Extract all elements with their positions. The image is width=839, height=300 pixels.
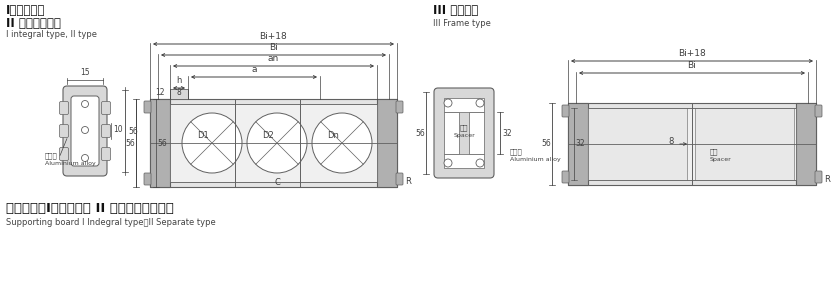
Circle shape — [81, 154, 88, 161]
Text: 拖链支撑板I型整体式、 II 型上下分开式开孔: 拖链支撑板I型整体式、 II 型上下分开式开孔 — [6, 202, 174, 215]
FancyBboxPatch shape — [144, 173, 151, 185]
FancyBboxPatch shape — [815, 105, 822, 117]
Circle shape — [247, 113, 307, 173]
Text: Dn: Dn — [327, 130, 339, 140]
Bar — [568, 103, 816, 185]
FancyBboxPatch shape — [60, 101, 69, 115]
Text: an: an — [268, 54, 279, 63]
Text: 56: 56 — [157, 139, 167, 148]
FancyBboxPatch shape — [60, 148, 69, 160]
Bar — [444, 98, 484, 112]
Text: 铝合金: 铝合金 — [45, 153, 58, 159]
Bar — [377, 99, 397, 187]
FancyBboxPatch shape — [63, 86, 107, 176]
Text: R: R — [824, 175, 830, 184]
Bar — [150, 99, 397, 187]
Circle shape — [444, 159, 452, 167]
Circle shape — [81, 127, 88, 134]
Text: I型整体式、: I型整体式、 — [6, 4, 45, 17]
Circle shape — [81, 100, 88, 107]
Text: 56: 56 — [128, 127, 138, 136]
Text: 12: 12 — [155, 88, 164, 97]
Text: D2: D2 — [262, 130, 274, 140]
Circle shape — [182, 113, 242, 173]
Text: 56: 56 — [541, 140, 551, 148]
FancyBboxPatch shape — [71, 96, 99, 166]
Text: 隔条: 隔条 — [460, 125, 468, 131]
Circle shape — [312, 113, 372, 173]
Text: Spacer: Spacer — [710, 158, 732, 163]
Text: 铝合金: 铝合金 — [510, 149, 523, 155]
Text: 32: 32 — [502, 128, 512, 137]
FancyBboxPatch shape — [396, 173, 403, 185]
Bar — [150, 99, 170, 187]
Bar — [695, 108, 794, 180]
Text: C: C — [274, 178, 280, 187]
Text: 56: 56 — [415, 128, 425, 137]
Text: 56: 56 — [125, 139, 135, 148]
Text: Bi+18: Bi+18 — [259, 32, 288, 41]
Text: Bi+18: Bi+18 — [678, 49, 706, 58]
Bar — [444, 154, 484, 168]
FancyBboxPatch shape — [102, 101, 111, 115]
Text: I integral type, II type: I integral type, II type — [6, 30, 97, 39]
Text: 10: 10 — [113, 125, 122, 134]
Bar — [469, 112, 484, 154]
FancyBboxPatch shape — [102, 124, 111, 137]
FancyBboxPatch shape — [815, 171, 822, 183]
Text: Supporting board I Indegral type，II Separate type: Supporting board I Indegral type，II Sepa… — [6, 218, 216, 227]
Circle shape — [476, 159, 484, 167]
Text: 8: 8 — [669, 136, 674, 146]
Circle shape — [476, 99, 484, 107]
Text: a: a — [251, 65, 257, 74]
FancyBboxPatch shape — [102, 148, 111, 160]
FancyBboxPatch shape — [144, 101, 151, 113]
FancyBboxPatch shape — [434, 88, 494, 178]
Text: Bi: Bi — [269, 43, 278, 52]
Text: Spacer: Spacer — [453, 134, 475, 139]
Bar — [588, 108, 796, 180]
Bar — [170, 104, 377, 182]
Text: R: R — [405, 176, 411, 185]
Text: D1: D1 — [197, 130, 209, 140]
Bar — [170, 89, 188, 99]
Text: 32: 32 — [575, 140, 585, 148]
Text: II 型上下分开式: II 型上下分开式 — [6, 17, 61, 30]
Text: Bi: Bi — [688, 61, 696, 70]
Text: 15: 15 — [81, 68, 90, 77]
Bar — [568, 103, 588, 185]
FancyBboxPatch shape — [396, 101, 403, 113]
Bar — [796, 103, 816, 185]
Text: h: h — [176, 76, 182, 85]
Text: Aluminium alloy: Aluminium alloy — [45, 161, 96, 166]
Text: Aluminium alloy: Aluminium alloy — [510, 158, 560, 163]
FancyBboxPatch shape — [60, 124, 69, 137]
Circle shape — [444, 99, 452, 107]
Text: III Frame type: III Frame type — [433, 19, 491, 28]
Text: III 型框架式: III 型框架式 — [433, 4, 478, 17]
Bar — [444, 112, 459, 154]
Text: 隔条: 隔条 — [710, 149, 718, 155]
Text: 8: 8 — [177, 88, 181, 97]
FancyBboxPatch shape — [562, 105, 569, 117]
Bar — [588, 108, 687, 180]
FancyBboxPatch shape — [562, 171, 569, 183]
